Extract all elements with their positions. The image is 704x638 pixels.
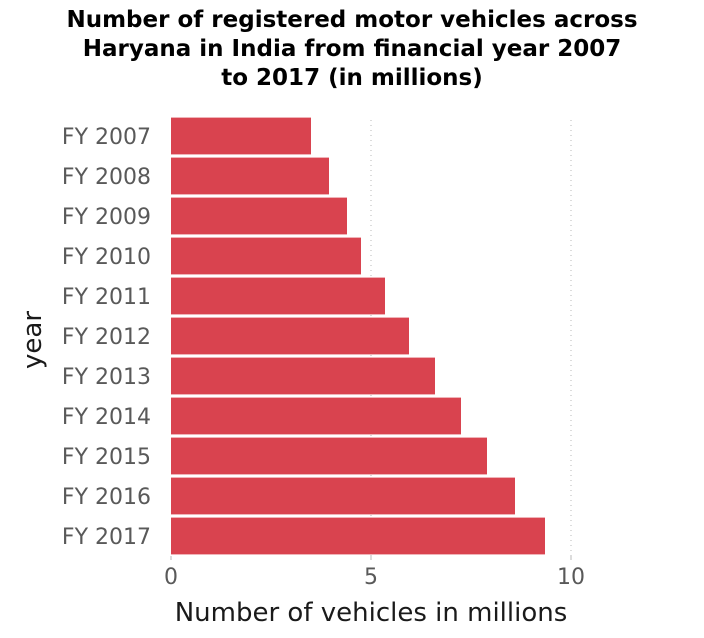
x-tick-label: 5	[364, 565, 378, 590]
y-tick-label: FY 2011	[62, 285, 151, 310]
y-axis-label: year	[18, 311, 48, 369]
bar-fy-2012	[171, 317, 409, 355]
y-tick-label: FY 2008	[62, 165, 151, 190]
bar-fy-2017	[171, 517, 545, 555]
y-tick-label: FY 2009	[62, 205, 151, 230]
y-tick-label: FY 2015	[62, 445, 151, 470]
x-axis-label: Number of vehicles in millions	[175, 598, 568, 628]
y-tick-label: FY 2013	[62, 365, 151, 390]
y-tick-label: FY 2007	[62, 125, 151, 150]
x-tick-label: 0	[164, 565, 178, 590]
y-tick-label: FY 2014	[62, 405, 151, 430]
bar-fy-2016	[171, 477, 515, 515]
bar-fy-2013	[171, 357, 435, 395]
chart-title-line-3: to 2017 (in millions)	[221, 65, 483, 91]
x-tick-label: 10	[557, 565, 585, 590]
chart-title: Number of registered motor vehicles acro…	[0, 6, 704, 93]
bar-fy-2007	[171, 117, 311, 155]
bar-fy-2014	[171, 397, 461, 435]
bar-fy-2009	[171, 197, 347, 235]
bar-fy-2008	[171, 157, 329, 195]
chart-title-line-1: Number of registered motor vehicles acro…	[66, 7, 638, 33]
bar-fy-2015	[171, 437, 487, 475]
y-tick-label: FY 2010	[62, 245, 151, 270]
y-tick-label: FY 2012	[62, 325, 151, 350]
bar-fy-2010	[171, 237, 361, 275]
y-tick-label: FY 2016	[62, 485, 151, 510]
chart-title-line-2: Haryana in India from financial year 200…	[82, 36, 622, 62]
bar-fy-2011	[171, 277, 385, 315]
y-tick-label: FY 2017	[62, 525, 151, 550]
